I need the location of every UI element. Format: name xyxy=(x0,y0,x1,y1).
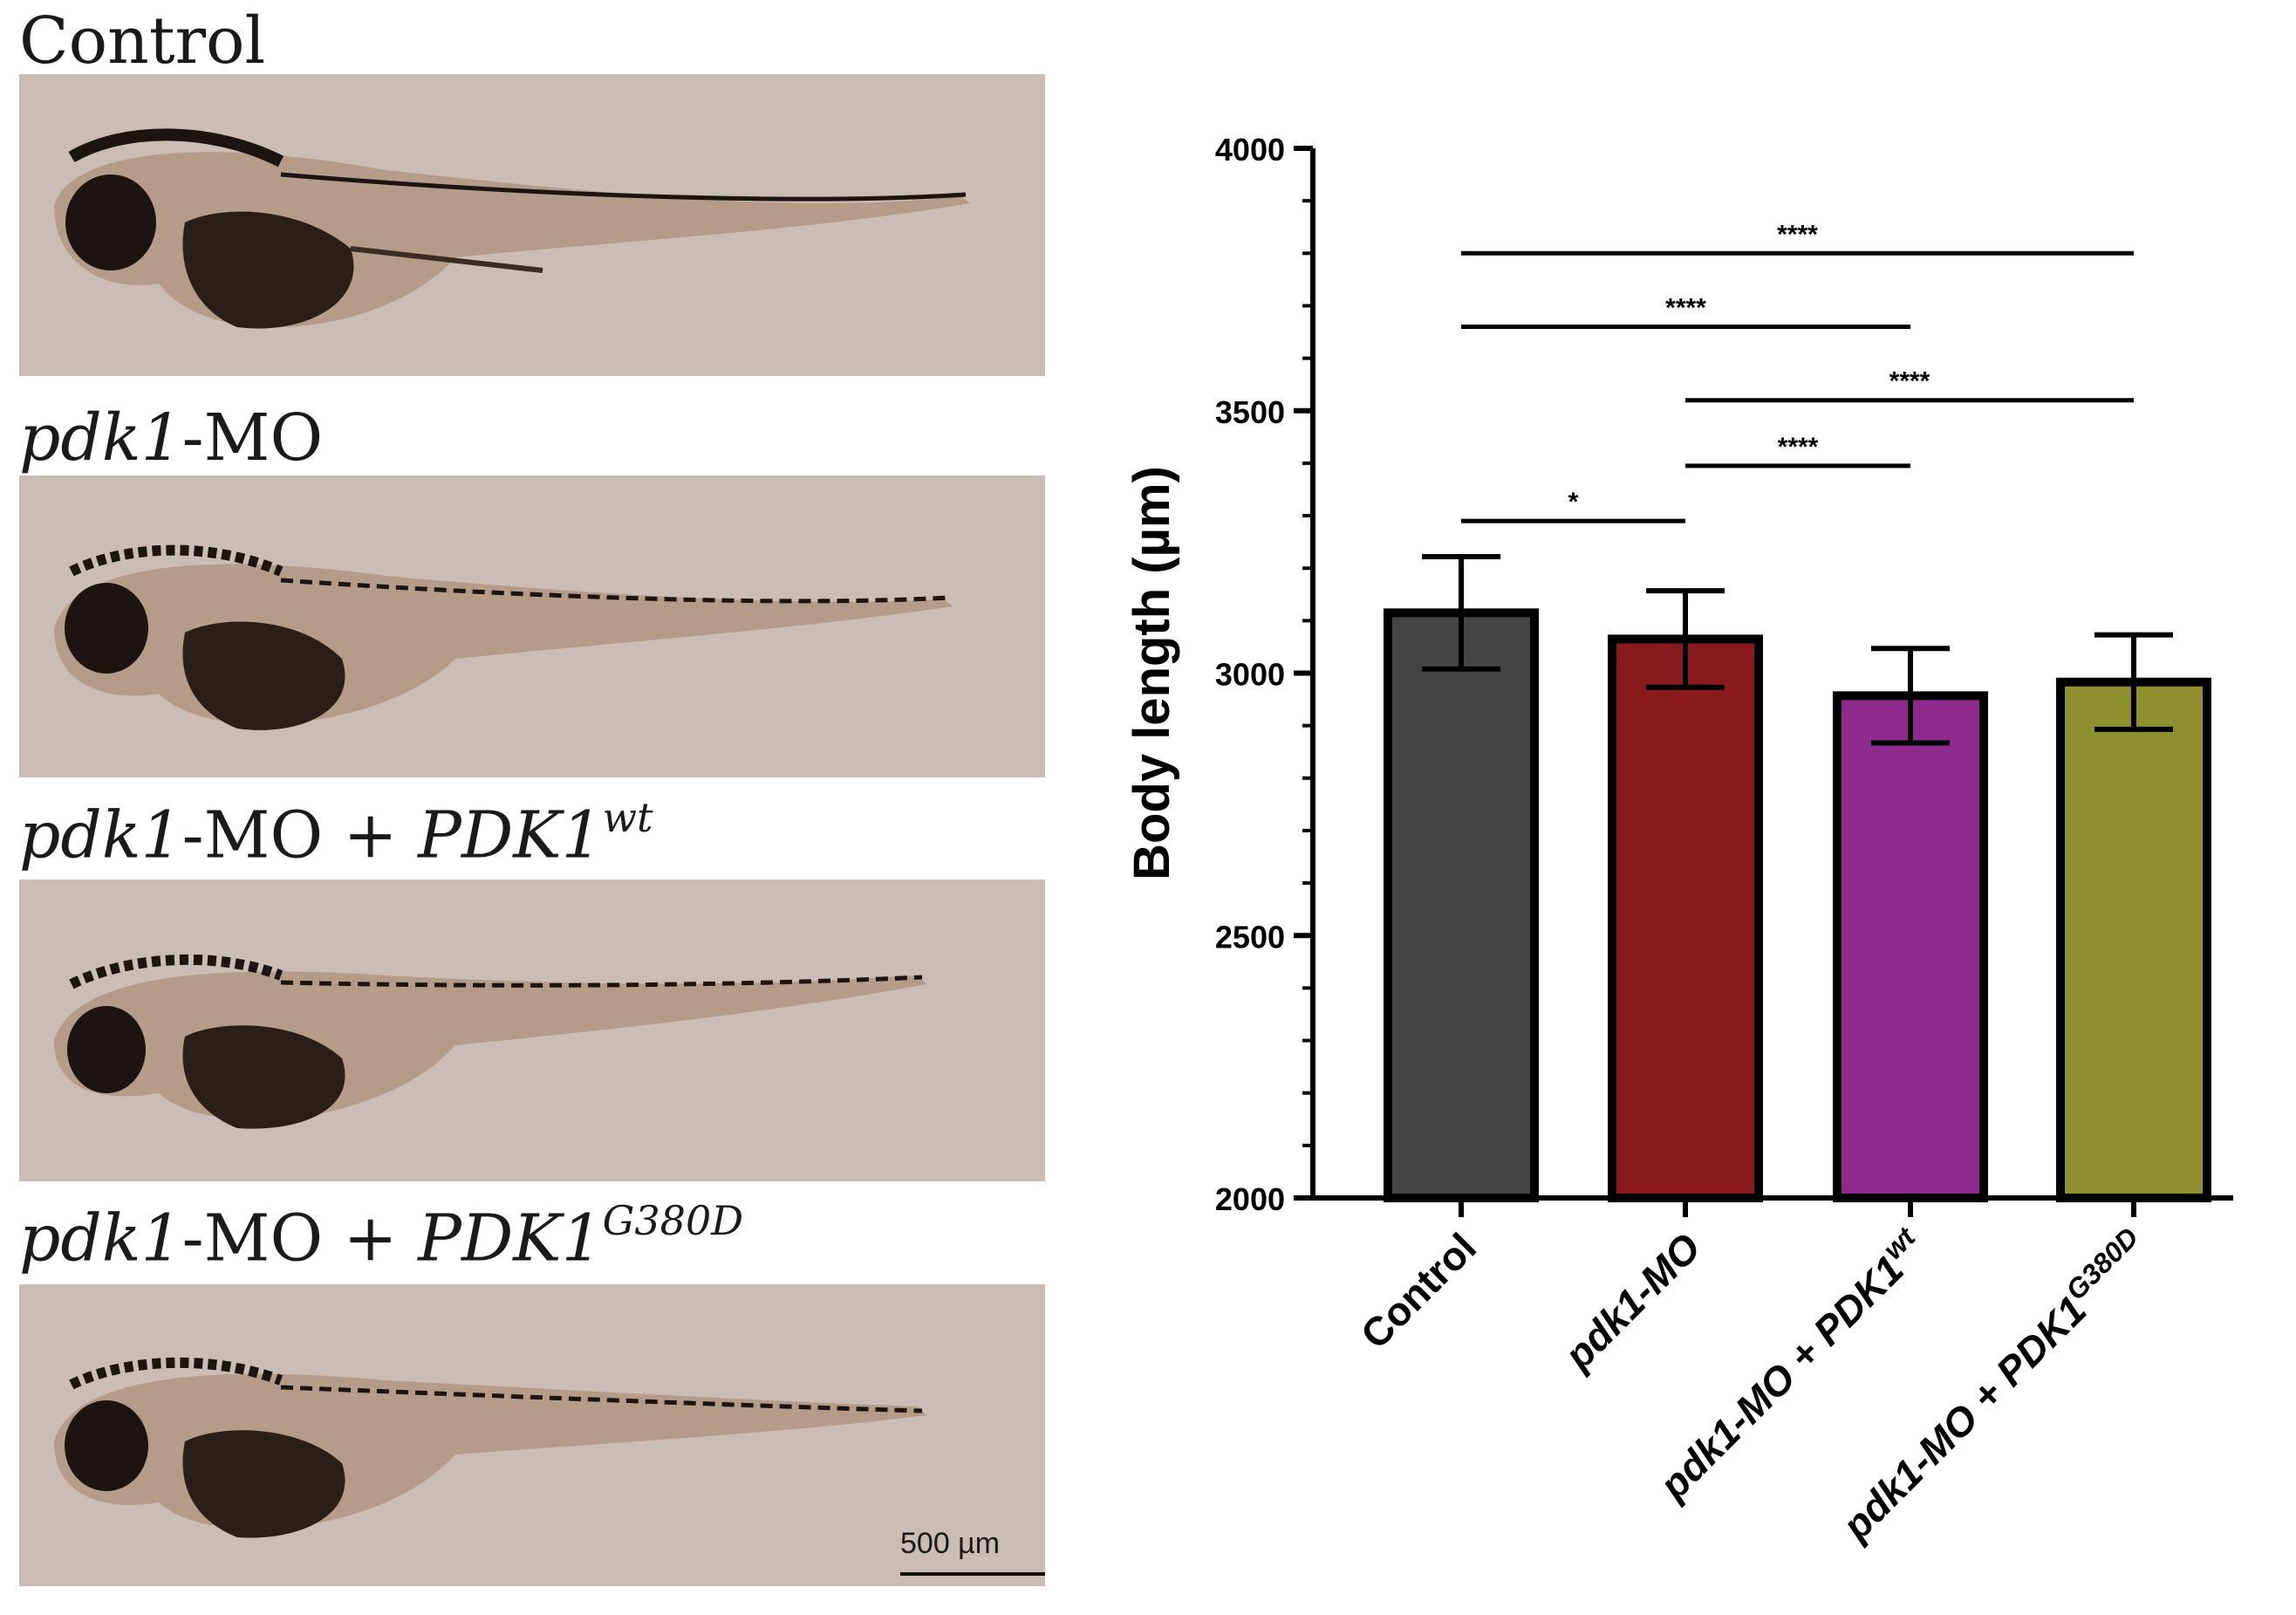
embryo-image-pdk1-wt xyxy=(54,954,926,1129)
significance-label: **** xyxy=(1665,294,1706,323)
significance-label: **** xyxy=(1778,433,1819,462)
significance-label: **** xyxy=(1889,367,1930,396)
micrograph-control xyxy=(19,74,1045,376)
micrograph-pdk1-mo xyxy=(19,476,1045,777)
y-tick-label: 3500 xyxy=(1215,394,1285,430)
panel-label-pdk1-mo: pdk1-MO xyxy=(19,400,324,476)
bar xyxy=(2056,677,2211,1202)
bar xyxy=(1608,634,1763,1202)
bar xyxy=(1833,691,1988,1202)
significance-label: * xyxy=(1568,488,1579,517)
micrograph-pdk1-g380d: 500 µm xyxy=(19,1284,1045,1586)
y-axis-title: Body length (µm) xyxy=(1124,466,1180,880)
embryo-image-control xyxy=(54,128,970,329)
scale-bar-label: 500 µm xyxy=(900,1527,1001,1560)
x-category-label: Control xyxy=(1352,1224,1485,1357)
bar xyxy=(1384,608,1539,1202)
y-tick-label: 4000 xyxy=(1215,132,1285,168)
embryo-image-pdk1-g380d xyxy=(54,1357,926,1538)
y-tick-label: 2000 xyxy=(1215,1181,1285,1217)
significance-label: **** xyxy=(1777,220,1818,249)
panel-label-pdk1-g380d: pdk1-MO + PDK1G380D xyxy=(19,1197,744,1276)
panel-label-control: Control xyxy=(19,3,266,79)
y-tick-label: 2500 xyxy=(1215,919,1285,955)
x-category-label: pdk1-MO xyxy=(1555,1224,1709,1379)
y-tick-label: 3000 xyxy=(1215,657,1285,693)
embryo-image-pdk1-mo xyxy=(54,544,953,730)
micrograph-pdk1-wt xyxy=(19,879,1045,1181)
scale-bar xyxy=(900,1572,1045,1576)
panel-label-pdk1-wt: pdk1-MO + PDK1wt xyxy=(19,794,653,873)
